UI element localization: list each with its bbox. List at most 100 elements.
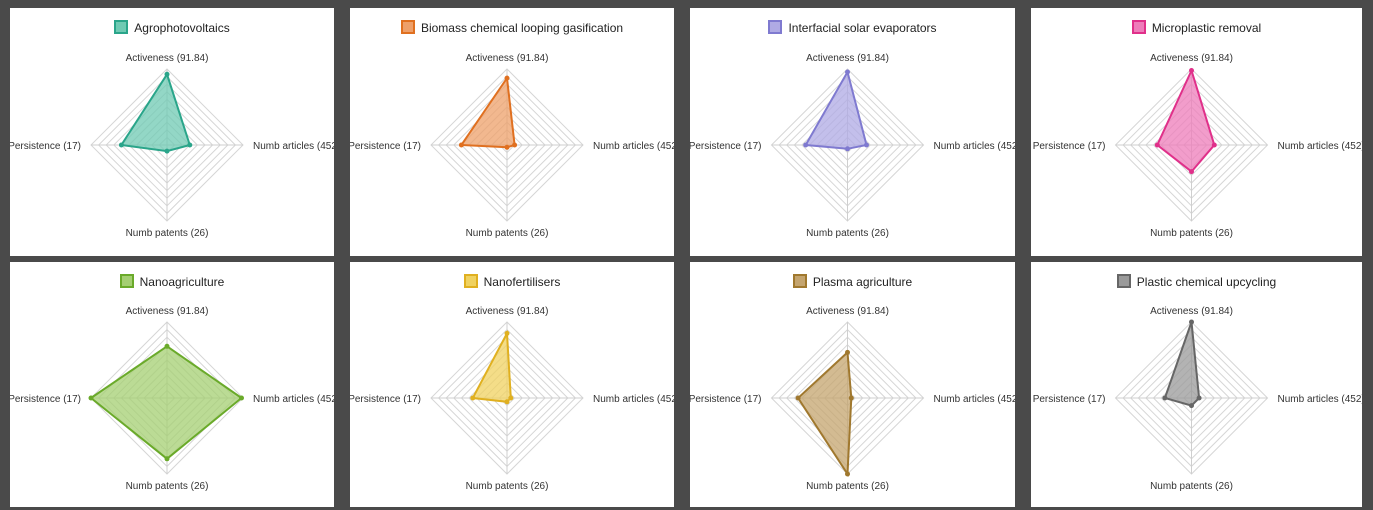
- data-point: [470, 395, 476, 401]
- chart-panel: Plasma agriculture Activeness (91.84) Numb…: [690, 262, 1015, 507]
- data-area: [89, 345, 244, 461]
- chart-panel: Interfacial solar evaporators Activeness …: [690, 8, 1015, 256]
- legend-swatch: [1131, 20, 1146, 34]
- data-point: [504, 330, 510, 336]
- chart-legend: Plastic chemical upcycling: [1031, 274, 1362, 290]
- axis-label: Numb articles (452): [1278, 394, 1363, 405]
- chart-panel: Plastic chemical upcycling Activeness (91…: [1031, 262, 1362, 507]
- legend-swatch: [114, 20, 129, 34]
- data-area: [1156, 67, 1216, 173]
- axis-label: Activeness (91.84): [466, 53, 549, 64]
- data-point: [845, 471, 850, 477]
- legend-label: Nanofertilisers: [483, 275, 561, 289]
- legend-swatch: [463, 274, 478, 288]
- axis-label: Numb patents (26): [806, 481, 889, 492]
- legend-swatch: [768, 20, 783, 34]
- data-point: [1189, 403, 1194, 409]
- axis-label: Numb patents (26): [466, 228, 549, 239]
- axis-label: Numb articles (452): [593, 141, 674, 152]
- axis-label: Persistence (17): [1033, 141, 1106, 152]
- chart-legend: Nanofertilisers: [350, 274, 674, 290]
- data-point: [164, 343, 170, 349]
- legend-swatch: [400, 20, 415, 34]
- radar-chart: Activeness (91.84) Numb articles (452) Num…: [1033, 53, 1362, 239]
- data-area: [471, 329, 512, 403]
- data-point: [845, 349, 850, 355]
- chart-legend: Interfacial solar evaporators: [690, 20, 1015, 36]
- chart-legend: Microplastic removal: [1031, 20, 1362, 36]
- chart-legend: Nanoagriculture: [10, 274, 334, 290]
- axis-label: Persistence (17): [10, 394, 81, 405]
- data-point: [864, 142, 869, 148]
- chart-panel: Nanofertilisers Activeness (91.84) Numb ar…: [350, 262, 674, 507]
- legend-label: Agrophotovoltaics: [134, 21, 230, 35]
- data-point: [118, 142, 124, 148]
- axis-label: Numb articles (452): [253, 141, 334, 152]
- axis-label: Numb patents (26): [466, 481, 549, 492]
- axis-label: Persistence (17): [690, 394, 762, 405]
- axis-label: Numb patents (26): [126, 481, 209, 492]
- data-area: [804, 69, 868, 150]
- data-point: [88, 395, 94, 401]
- data-point: [504, 399, 510, 405]
- axis-label: Persistence (17): [1033, 394, 1106, 405]
- data-point: [1189, 169, 1194, 175]
- axis-label: Numb articles (452): [593, 394, 674, 405]
- data-point: [164, 148, 170, 154]
- legend-label: Nanoagriculture: [139, 275, 225, 289]
- radar-chart: Activeness (91.84) Numb articles (452) Num…: [10, 306, 334, 492]
- chart-legend: Biomass chemical looping gasification: [350, 20, 674, 36]
- legend-label: Microplastic removal: [1151, 21, 1262, 35]
- axis-label: Persistence (17): [350, 141, 421, 152]
- data-point: [512, 142, 518, 148]
- axis-label: Persistence (17): [690, 141, 762, 152]
- axis-label: Persistence (17): [350, 394, 421, 405]
- radar-chart: Activeness (91.84) Numb articles (452) Num…: [690, 306, 1016, 492]
- axis-label: Numb articles (452): [934, 141, 1016, 152]
- data-point: [845, 146, 850, 152]
- axis-label: Numb patents (26): [806, 228, 889, 239]
- data-point: [504, 144, 510, 150]
- data-point: [845, 69, 850, 75]
- axis-label: Activeness (91.84): [1150, 53, 1233, 64]
- data-point: [164, 456, 170, 462]
- legend-label: Biomass chemical looping gasification: [420, 21, 624, 35]
- data-point: [848, 395, 854, 401]
- chart-panel: Microplastic removal Activeness (91.84) Nu…: [1031, 8, 1362, 256]
- axis-label: Activeness (91.84): [126, 53, 209, 64]
- chart-panel: Agrophotovoltaics Activeness (91.84) Numb …: [10, 8, 334, 256]
- radar-chart: Activeness (91.84) Numb articles (452) Num…: [350, 53, 674, 239]
- data-point: [504, 75, 510, 81]
- axis-label: Numb patents (26): [1150, 228, 1233, 239]
- legend-swatch: [792, 274, 807, 288]
- axis-label: Numb patents (26): [1150, 481, 1233, 492]
- chart-panel: Nanoagriculture Activeness (91.84) Numb ar…: [10, 262, 334, 507]
- data-point: [458, 142, 464, 148]
- data-point: [1211, 142, 1217, 148]
- data-point: [1189, 319, 1194, 325]
- data-point: [795, 395, 801, 401]
- data-point: [508, 395, 514, 401]
- radar-chart: Activeness (91.84) Numb articles (452) Num…: [350, 306, 674, 492]
- radar-chart: Activeness (91.84) Numb articles (452) Num…: [690, 53, 1016, 239]
- axis-label: Persistence (17): [10, 141, 81, 152]
- legend-swatch: [1116, 274, 1131, 288]
- radar-chart: Activeness (91.84) Numb articles (452) Num…: [10, 53, 334, 239]
- data-point: [1162, 395, 1168, 401]
- chart-panel: Biomass chemical looping gasification Act…: [350, 8, 674, 256]
- data-point: [164, 71, 170, 77]
- data-point: [187, 142, 193, 148]
- axis-label: Activeness (91.84): [126, 306, 209, 317]
- legend-label: Plasma agriculture: [812, 275, 913, 289]
- axis-label: Numb articles (452): [253, 394, 334, 405]
- data-point: [1189, 68, 1194, 73]
- data-point: [1154, 142, 1160, 148]
- axis-label: Activeness (91.84): [806, 306, 889, 317]
- legend-label: Plastic chemical upcycling: [1136, 275, 1277, 289]
- legend-label: Interfacial solar evaporators: [788, 21, 937, 35]
- axis-label: Activeness (91.84): [1150, 306, 1233, 317]
- legend-swatch: [119, 274, 134, 288]
- axis-label: Numb articles (452): [934, 394, 1016, 405]
- data-area: [1163, 321, 1201, 407]
